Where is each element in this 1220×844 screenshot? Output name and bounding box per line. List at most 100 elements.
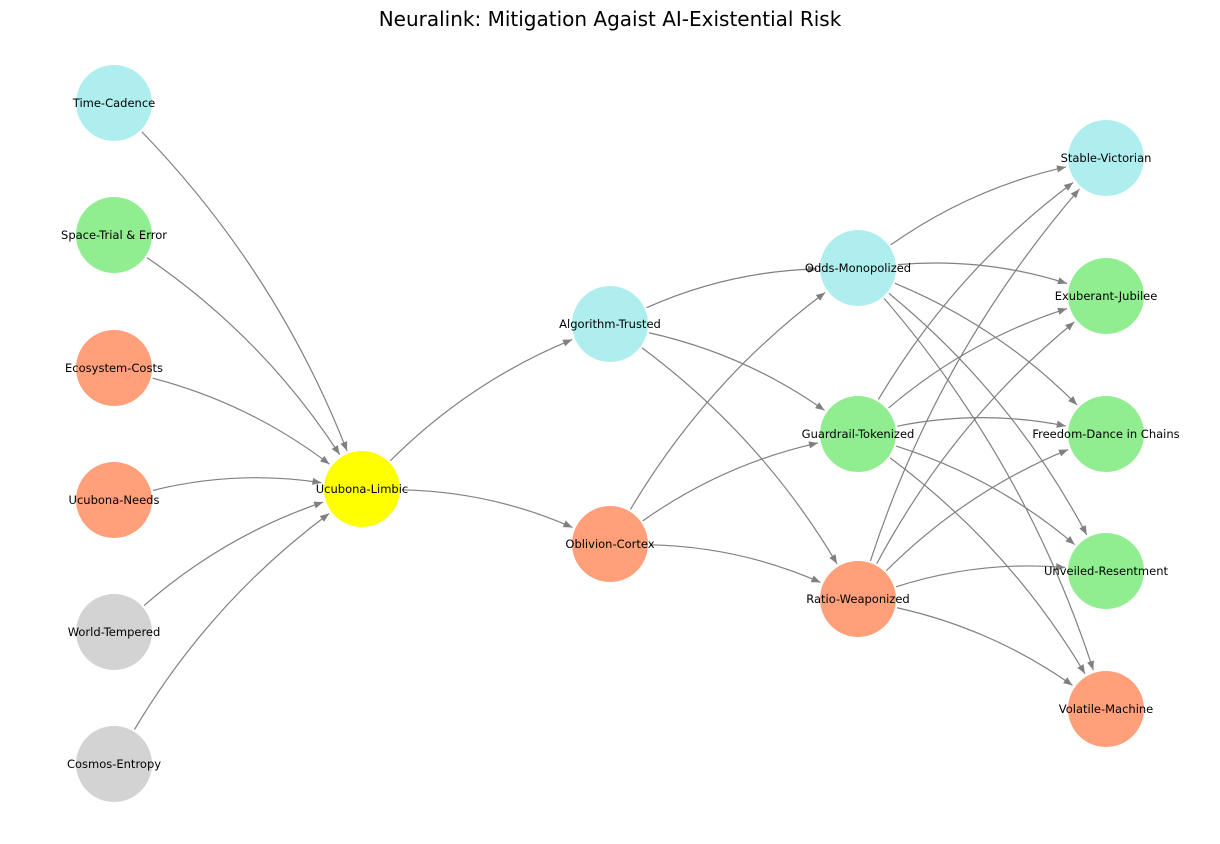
node-cosmos-entropy: Cosmos-Entropy	[67, 726, 161, 802]
node-circle	[76, 65, 152, 141]
arrowhead-icon	[320, 455, 330, 465]
edge-line	[646, 268, 818, 309]
edge-line	[401, 489, 573, 528]
edge-ratio-weaponized-to-stable-victorian	[869, 188, 1080, 562]
node-layer: Cosmos-Entropy World-Tempered Ucubona-Need…	[61, 65, 1180, 802]
edge-odds-monopolized-to-freedom-dance-in-chains	[894, 282, 1078, 406]
node-ucubona-limbic: Ucubona-Limbic	[316, 451, 408, 527]
edge-guardrail-tokenized-to-volatile-machine	[889, 457, 1086, 675]
node-circle	[1068, 258, 1144, 334]
node-circle	[572, 506, 648, 582]
arrowhead-icon	[1058, 449, 1069, 457]
edge-line	[152, 477, 322, 492]
node-label: Ratio-Weaponized	[806, 592, 909, 606]
edge-line	[876, 321, 1075, 564]
arrowhead-icon	[340, 441, 348, 451]
node-label: Freedom-Dance in Chains	[1032, 427, 1179, 441]
arrowhead-icon	[319, 513, 330, 522]
arrowhead-icon	[1056, 420, 1066, 428]
edge-line	[642, 442, 819, 522]
node-circle	[76, 197, 152, 273]
edge-line	[641, 347, 838, 565]
node-algorithm-trusted: Algorithm-Trusted	[559, 286, 661, 362]
arrowhead-icon	[312, 477, 322, 485]
edge-line	[146, 257, 341, 455]
node-label: Guardrail-Tokenized	[802, 427, 915, 441]
node-oblivion-cortex: Oblivion-Cortex	[565, 506, 655, 582]
node-ecosystem-costs: Ecosystem-Costs	[65, 330, 163, 406]
arrowhead-icon	[808, 441, 818, 449]
arrowhead-icon	[1079, 525, 1087, 535]
node-volatile-machine: Volatile-Machine	[1059, 671, 1153, 747]
arrowhead-icon	[807, 265, 818, 273]
edge-line	[389, 339, 573, 462]
node-label: Ucubona-Needs	[69, 493, 160, 507]
node-circle	[76, 330, 152, 406]
edge-line	[877, 182, 1074, 400]
edge-oblivion-cortex-to-guardrail-tokenized	[642, 441, 819, 522]
node-world-tempered: World-Tempered	[68, 594, 161, 670]
edge-line	[895, 445, 1076, 545]
node-circle	[1068, 120, 1144, 196]
node-circle	[1068, 533, 1144, 609]
edge-space-trial-error-to-ucubona-limbic	[146, 257, 341, 455]
node-label: Space-Trial & Error	[61, 228, 167, 242]
node-odds-monopolized: Odds-Monopolized	[805, 230, 911, 306]
edge-line	[883, 297, 1094, 671]
node-label: World-Tempered	[68, 625, 161, 639]
edge-line	[152, 377, 330, 465]
edge-time-cadence-to-ucubona-limbic	[141, 131, 348, 452]
edge-odds-monopolized-to-exuberant-jubilee	[897, 262, 1068, 285]
arrowhead-icon	[815, 402, 825, 411]
arrowhead-icon	[1057, 277, 1067, 285]
edge-oblivion-cortex-to-ratio-weaponized	[649, 544, 821, 583]
edge-world-tempered-to-ucubona-limbic	[143, 501, 324, 607]
edge-line	[894, 282, 1078, 406]
edge-ratio-weaponized-to-volatile-machine	[896, 607, 1073, 686]
arrowhead-icon	[1055, 563, 1066, 571]
node-circle	[820, 230, 896, 306]
edge-line	[648, 332, 825, 411]
edge-ecosystem-costs-to-ucubona-limbic	[152, 377, 330, 465]
node-circle	[1068, 396, 1144, 472]
edge-line	[890, 166, 1067, 246]
edge-line	[897, 417, 1066, 427]
edge-line	[895, 565, 1066, 588]
node-circle	[76, 462, 152, 538]
edge-line	[869, 188, 1080, 562]
edge-odds-monopolized-to-volatile-machine	[883, 297, 1094, 671]
node-ucubona-needs: Ucubona-Needs	[69, 462, 160, 538]
node-circle	[76, 726, 152, 802]
node-guardrail-tokenized: Guardrail-Tokenized	[802, 396, 915, 472]
node-circle	[820, 561, 896, 637]
node-label: Unveiled-Resentment	[1044, 564, 1168, 578]
edge-guardrail-tokenized-to-unveiled-resentment	[895, 445, 1076, 545]
node-circle	[324, 451, 400, 527]
arrowhead-icon	[562, 339, 573, 347]
edge-cosmos-entropy-to-ucubona-limbic	[133, 512, 330, 730]
arrowhead-icon	[1087, 660, 1094, 671]
node-circle	[1068, 671, 1144, 747]
node-space-trial-error: Space-Trial & Error	[61, 197, 167, 273]
arrowhead-icon	[810, 575, 821, 583]
node-freedom-dance-in-chains: Freedom-Dance in Chains	[1032, 396, 1180, 472]
edge-oblivion-cortex-to-odds-monopolized	[629, 292, 826, 510]
node-label: Exuberant-Jubilee	[1055, 289, 1158, 303]
node-label: Ecosystem-Costs	[65, 361, 163, 375]
edge-line	[889, 457, 1086, 675]
arrowhead-icon	[1063, 677, 1073, 686]
node-circle	[76, 594, 152, 670]
node-exuberant-jubilee: Exuberant-Jubilee	[1055, 258, 1158, 334]
node-label: Oblivion-Cortex	[565, 537, 654, 551]
diagram-title: Neuralink: Mitigation Agaist AI-Existent…	[379, 7, 842, 31]
edge-guardrail-tokenized-to-exuberant-jubilee	[888, 307, 1068, 409]
node-circle	[572, 286, 648, 362]
node-stable-victorian: Stable-Victorian	[1061, 120, 1151, 196]
edge-line	[885, 449, 1069, 572]
edge-odds-monopolized-to-stable-victorian	[890, 165, 1067, 246]
arrowhead-icon	[815, 292, 826, 301]
edge-line	[649, 544, 821, 583]
edge-ucubona-limbic-to-algorithm-trusted	[389, 339, 573, 462]
arrowhead-icon	[1057, 307, 1067, 315]
